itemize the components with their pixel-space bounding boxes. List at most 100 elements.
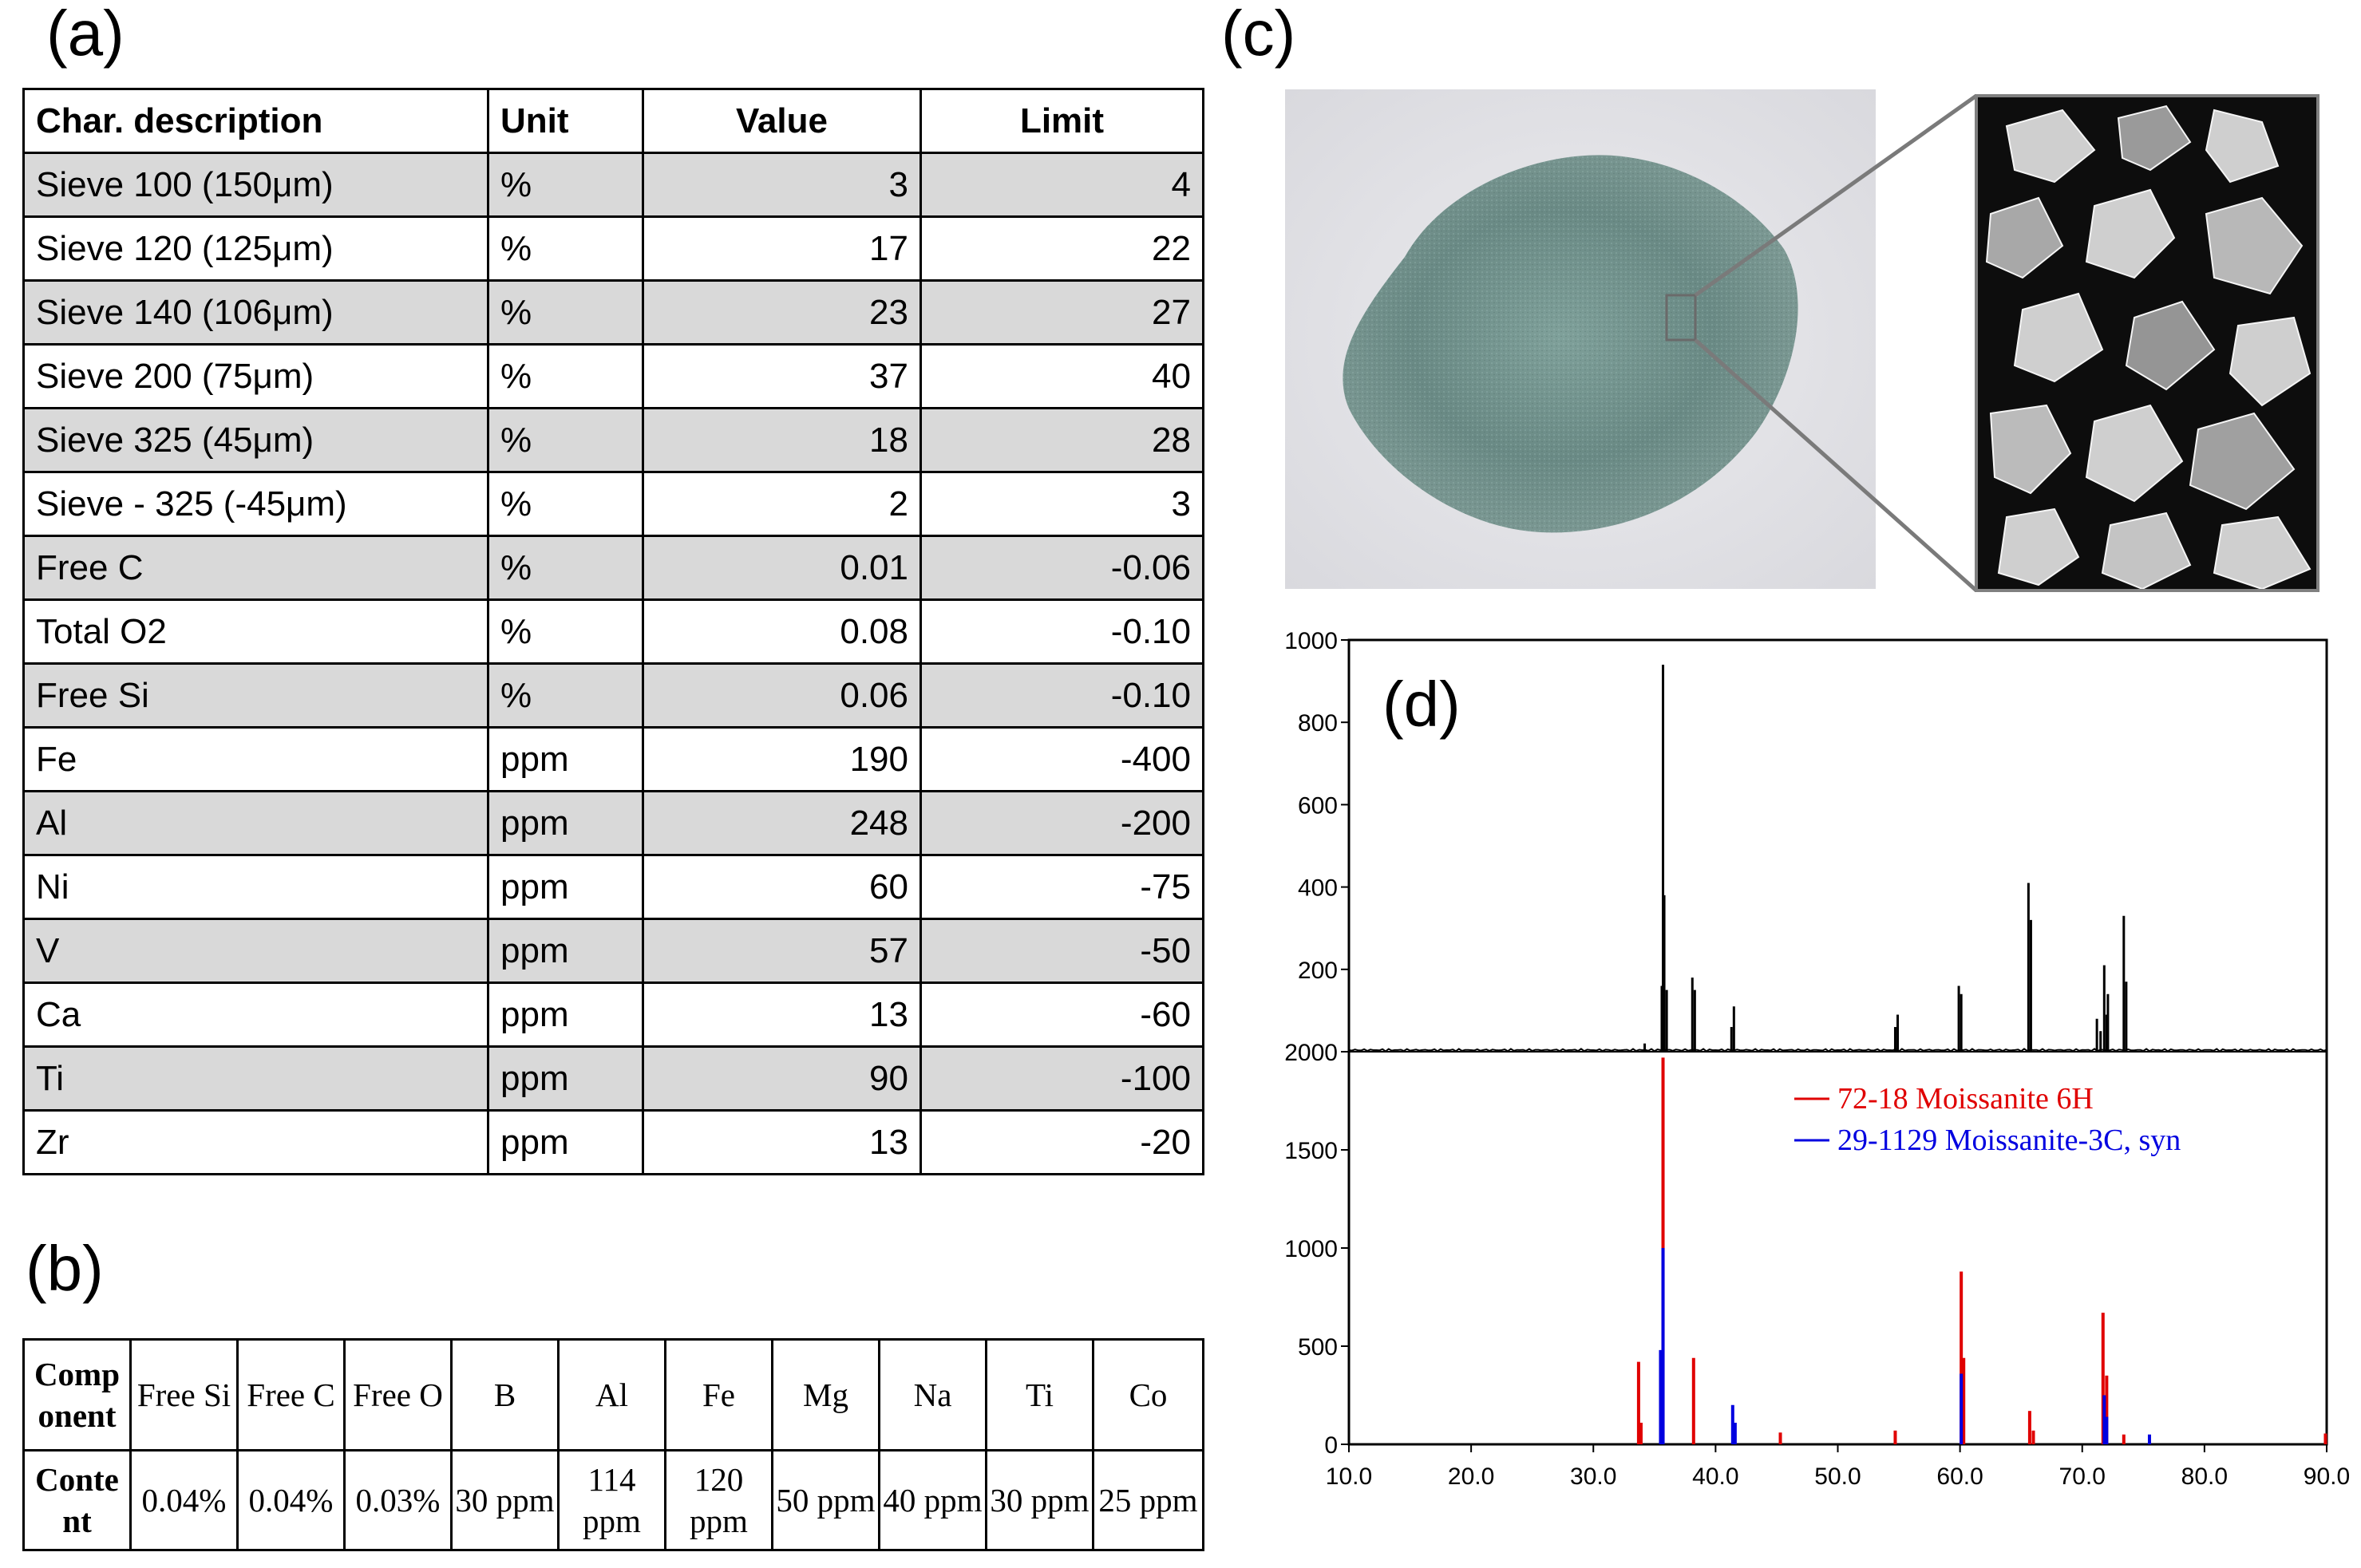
cell-value: 13 [642, 1109, 922, 1175]
row-header-component: Comp onent [22, 1338, 132, 1451]
cell-description: Sieve 325 (45μm) [22, 407, 489, 473]
cell-value: 90 [642, 1045, 922, 1112]
table-row: Sieve - 325 (-45μm)% 2 3 [22, 471, 1204, 537]
cell-unit: ppm [487, 918, 644, 984]
component-cell: Free O [343, 1338, 453, 1451]
y-tick-label: 1000 [1284, 1236, 1338, 1262]
cell-unit: ppm [487, 790, 644, 856]
x-tick-label: 30.0 [1570, 1463, 1616, 1490]
y-tick-label: 1000 [1284, 628, 1338, 654]
table-row: Sieve 200 (75μm)% 37 40 [22, 343, 1204, 409]
legend: 72-18 Moissanite 6H 29-1129 Moissanite-3… [1794, 1082, 2181, 1157]
cell-description: Zr [22, 1109, 489, 1175]
cell-limit: 3 [919, 471, 1204, 537]
cell-description: Sieve - 325 (-45μm) [22, 471, 489, 537]
xrd-chart: (d) 1000 800 600 400 200 2000 1500 1000 500 0 10… [1284, 628, 2350, 1490]
x-tick-label: 20.0 [1448, 1463, 1494, 1490]
cell-limit: 28 [919, 407, 1204, 473]
cell-description: Free Si [22, 662, 489, 729]
cell-description: Ti [22, 1045, 489, 1112]
cell-limit: -0.06 [919, 535, 1204, 601]
cell-limit: -60 [919, 981, 1204, 1048]
zoom-region-box [1665, 294, 1697, 342]
cell-limit: -75 [919, 854, 1204, 920]
table-row: Sieve 140 (106μm)% 23 27 [22, 279, 1204, 346]
cell-unit: % [487, 598, 644, 665]
cell-unit: ppm [487, 1045, 644, 1112]
cell-value: 57 [642, 918, 922, 984]
column-header-unit: Unit [487, 88, 644, 154]
cell-value: 17 [642, 215, 922, 282]
component-cell: Ti [985, 1338, 1094, 1451]
table-row: Fe ppm 190 -400 [22, 726, 1204, 792]
component-cell: B [450, 1338, 560, 1451]
cell-limit: 4 [919, 152, 1204, 218]
cell-limit: -400 [919, 726, 1204, 792]
cell-description: Sieve 200 (75μm) [22, 343, 489, 409]
cell-limit: 27 [919, 279, 1204, 346]
table-row: Ca ppm 13 -60 [22, 981, 1204, 1048]
panel-label-d: (d) [1382, 669, 1461, 740]
cell-unit: ppm [487, 726, 644, 792]
component-cell: Al [557, 1338, 666, 1451]
cell-description: V [22, 918, 489, 984]
cell-limit: -20 [919, 1109, 1204, 1175]
y-tick-label: 500 [1298, 1334, 1338, 1361]
content-cell: 0.03% [343, 1449, 453, 1551]
component-cell: Mg [771, 1338, 880, 1451]
table-row: Ti ppm 90 -100 [22, 1045, 1204, 1112]
x-tick-label: 40.0 [1692, 1463, 1738, 1490]
component-row: Comp onent Free Si Free C Free O B Al Fe Mg Na T… [22, 1338, 1204, 1451]
top-baseline [1348, 1048, 2327, 1053]
content-row: Conte nt 0.04% 0.04% 0.03% 30 ppm 114 ppm 120… [22, 1449, 1204, 1551]
x-tick-label: 90.0 [2304, 1463, 2350, 1490]
content-cell: 40 ppm [878, 1449, 987, 1551]
cell-value: 13 [642, 981, 922, 1048]
table-body: Sieve 100 (150μm)% 3 4 Sieve 120 (125μm)% 17… [22, 152, 1204, 1175]
cell-value: 60 [642, 854, 922, 920]
y-tick-label: 400 [1298, 875, 1338, 902]
component-cell: Free C [236, 1338, 346, 1451]
cell-value: 18 [642, 407, 922, 473]
cell-value: 0.01 [642, 535, 922, 601]
y-tick-label: 1500 [1284, 1138, 1338, 1164]
legend-label-6h: 72-18 Moissanite 6H [1837, 1082, 2094, 1116]
cell-limit: -50 [919, 918, 1204, 984]
cell-limit: -200 [919, 790, 1204, 856]
cell-description: Free C [22, 535, 489, 601]
cell-description: Al [22, 790, 489, 856]
cell-value: 23 [642, 279, 922, 346]
component-cell: Free Si [129, 1338, 239, 1451]
characteristics-table: Char. description Unit Value Limit Sieve… [22, 88, 1204, 1175]
cell-description: Sieve 100 (150μm) [22, 152, 489, 218]
content-cell: 120 ppm [664, 1449, 773, 1551]
cell-limit: 40 [919, 343, 1204, 409]
cell-unit: % [487, 662, 644, 729]
x-tick-label: 60.0 [1936, 1463, 1983, 1490]
content-cell: 25 ppm [1092, 1449, 1204, 1551]
content-cell: 30 ppm [450, 1449, 560, 1551]
cell-unit: ppm [487, 854, 644, 920]
y-tick-label: 2000 [1284, 1040, 1338, 1066]
cell-unit: % [487, 215, 644, 282]
row-header-content: Conte nt [22, 1449, 132, 1551]
x-tick-label: 10.0 [1326, 1463, 1372, 1490]
legend-label-3c: 29-1129 Moissanite-3C, syn [1837, 1124, 2181, 1157]
x-tick-label: 50.0 [1814, 1463, 1861, 1490]
table-row: Free C% 0.01 -0.06 [22, 535, 1204, 601]
y-tick-label: 0 [1324, 1432, 1338, 1459]
cell-value: 2 [642, 471, 922, 537]
component-cell: Na [878, 1338, 987, 1451]
table-row: Al ppm 248 -200 [22, 790, 1204, 856]
table-row: Ni ppm 60 -75 [22, 854, 1204, 920]
cell-unit: % [487, 407, 644, 473]
cell-value: 190 [642, 726, 922, 792]
table-row: Sieve 325 (45μm)% 18 28 [22, 407, 1204, 473]
component-cell: Fe [664, 1338, 773, 1451]
cell-limit: -0.10 [919, 598, 1204, 665]
plot-frame [1347, 638, 2328, 1446]
content-cell: 114 ppm [557, 1449, 666, 1551]
cell-value: 248 [642, 790, 922, 856]
component-cell: Co [1092, 1338, 1204, 1451]
